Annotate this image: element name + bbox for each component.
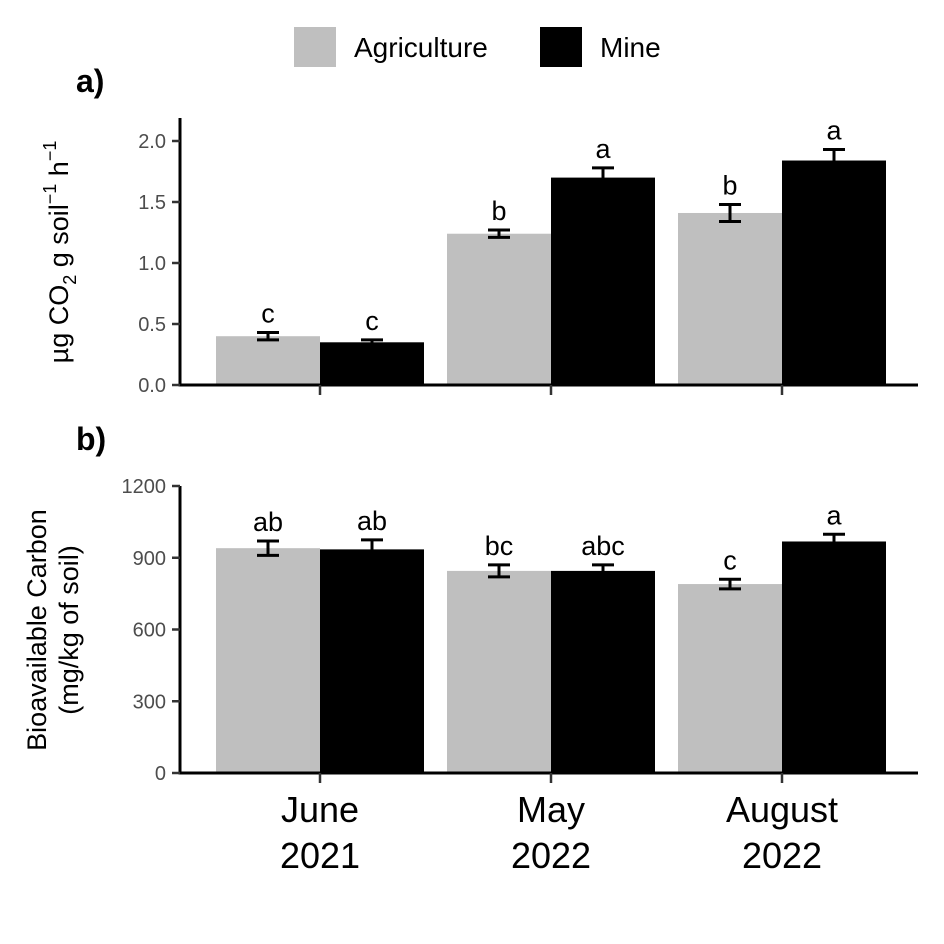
significance-letter-b-0-2: c xyxy=(723,545,737,575)
significance-letter-a-0-1: b xyxy=(491,196,506,226)
y-tick-label-b-3: 900 xyxy=(133,548,166,570)
legend: Agriculture Mine xyxy=(294,27,661,67)
x-label-august-2022-line2: 2022 xyxy=(742,835,822,876)
y-tick-label-a-1: 0.5 xyxy=(138,314,166,336)
bar-a-agriculture-1 xyxy=(447,233,551,385)
bar-a-agriculture-0 xyxy=(216,336,320,385)
bar-b-agriculture-1 xyxy=(447,570,551,773)
bar-a-mine-0 xyxy=(320,342,424,385)
bar-b-mine-2 xyxy=(782,541,886,773)
y-tick-label-b-1: 300 xyxy=(133,691,166,713)
x-axis-labels: June 2021 May 2022 August 2022 xyxy=(280,789,838,876)
significance-letter-b-0-0: ab xyxy=(253,507,283,537)
legend-swatch-agriculture xyxy=(294,27,336,67)
significance-letter-a-0-0: c xyxy=(261,299,275,329)
y-tick-label-b-4: 1200 xyxy=(122,476,167,498)
bar-b-agriculture-0 xyxy=(216,548,320,773)
x-label-may-2022-line2: 2022 xyxy=(511,835,591,876)
significance-letter-b-0-1: bc xyxy=(485,531,514,561)
bar-b-mine-1 xyxy=(551,570,655,773)
legend-swatch-mine xyxy=(540,27,582,67)
bar-b-mine-0 xyxy=(320,549,424,773)
y-tick-label-b-0: 0 xyxy=(155,763,166,785)
panel-a-y-axis-label: µg CO2 g soil−1 h−1 xyxy=(40,141,80,364)
panel-a-label: a) xyxy=(76,63,104,99)
significance-letter-a-1-0: c xyxy=(365,306,379,336)
y-tick-label-b-2: 600 xyxy=(133,620,166,642)
panel-b-y-axis-label-line1: Bioavailable Carbon xyxy=(22,509,52,751)
y-tick-label-a-2: 1.0 xyxy=(138,253,166,275)
significance-letter-b-1-2: a xyxy=(826,500,842,530)
bar-a-mine-1 xyxy=(551,177,655,385)
y-tick-label-a-0: 0.0 xyxy=(138,375,166,397)
y-tick-label-a-3: 1.5 xyxy=(138,192,166,214)
panel-b-label: b) xyxy=(76,421,106,457)
y-tick-label-a-4: 2.0 xyxy=(138,131,166,153)
legend-label-agriculture: Agriculture xyxy=(354,32,488,63)
significance-letter-a-0-2: b xyxy=(722,170,737,200)
panel-a-plot: c b b c a a 0.0 0.5 1.0 1.5 2.0 xyxy=(138,116,918,397)
legend-label-mine: Mine xyxy=(600,32,661,63)
panel-b-plot: ab bc c ab abc a 0 300 600 900 1200 xyxy=(122,476,918,785)
x-label-august-2022-line1: August xyxy=(726,789,838,830)
panel-b-y-axis-label-line2: (mg/kg of soil) xyxy=(54,545,84,715)
x-label-june-2021-line2: 2021 xyxy=(280,835,360,876)
significance-letter-b-1-1: abc xyxy=(581,531,625,561)
bar-a-mine-2 xyxy=(782,160,886,385)
significance-letter-a-1-2: a xyxy=(826,116,842,146)
bar-b-agriculture-2 xyxy=(678,584,782,773)
significance-letter-a-1-1: a xyxy=(595,134,611,164)
significance-letter-b-1-0: ab xyxy=(357,506,387,536)
x-label-may-2022-line1: May xyxy=(517,789,585,830)
x-label-june-2021-line1: June xyxy=(281,789,359,830)
bar-a-agriculture-2 xyxy=(678,212,782,385)
